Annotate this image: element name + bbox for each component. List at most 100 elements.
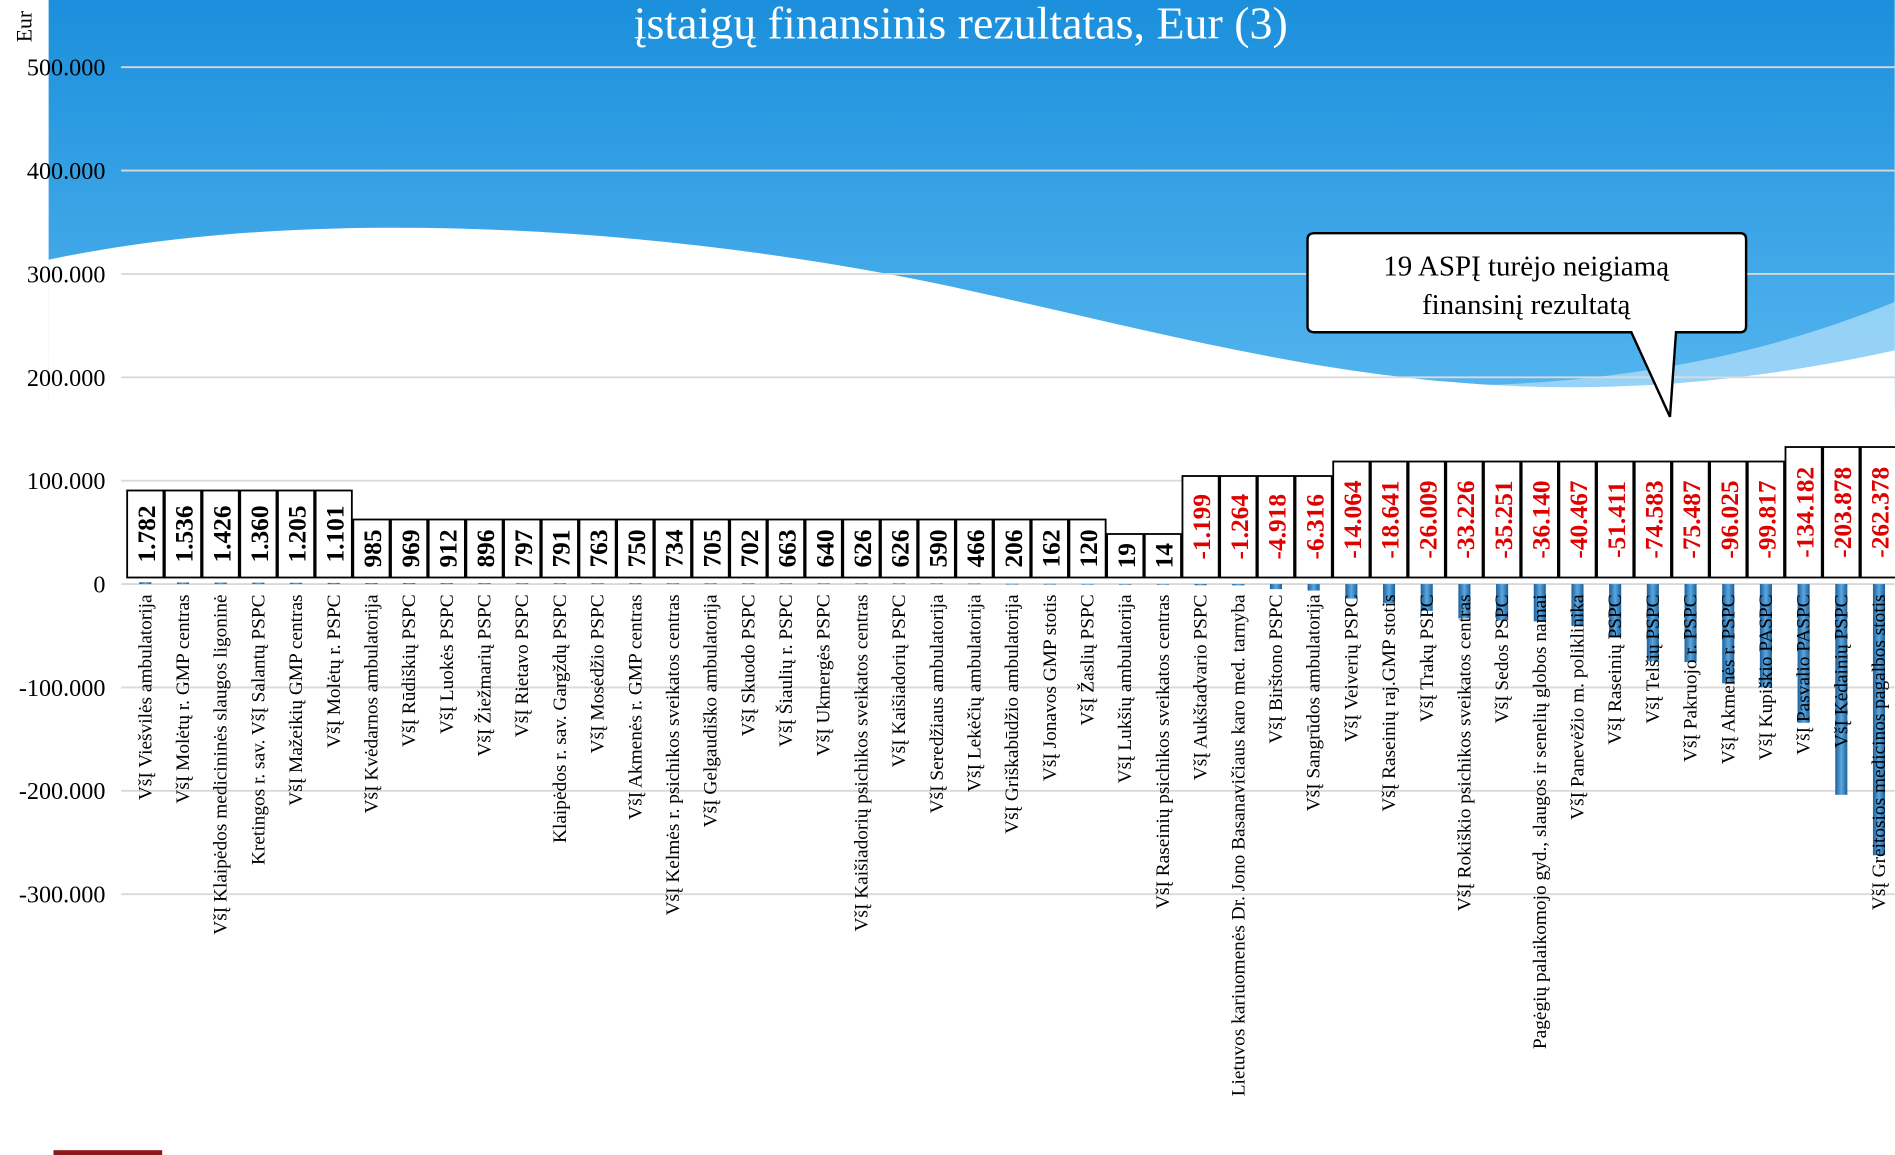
grid: -300.000 -200.000 -100.000 0 100.000 200.000 3…	[19, 55, 1895, 909]
data-label: -96.025	[1716, 480, 1744, 558]
bar	[742, 583, 755, 585]
data-label: -262.378	[1867, 467, 1895, 558]
data-label: -75.487	[1678, 480, 1706, 559]
data-label: 763	[585, 529, 613, 567]
bar	[1307, 584, 1320, 591]
data-label-box	[314, 489, 353, 579]
x-tick-label: VšĮ Molėtų r. PSPC	[324, 594, 345, 748]
data-label-box	[880, 518, 919, 579]
data-label: 912	[434, 529, 462, 567]
bar	[553, 583, 566, 585]
x-tick-label: Klaipėdos r. sav. Gargždų PSPC	[550, 594, 571, 843]
bar	[968, 583, 981, 585]
data-label-box	[540, 518, 579, 579]
data-label-box	[653, 518, 692, 579]
y-tick-label: -200.000	[19, 778, 106, 805]
x-tick-label: VšĮ Žaslių PSPC	[1077, 594, 1099, 725]
data-label: 590	[924, 529, 952, 567]
data-label-box	[1256, 475, 1295, 579]
data-label: -6.316	[1301, 494, 1329, 560]
data-label: 797	[510, 529, 538, 567]
data-label-box	[1219, 475, 1258, 579]
x-tick-label: VšĮ Sangrūdos ambulatorija	[1304, 594, 1325, 811]
data-label: 791	[548, 529, 576, 567]
data-label-box	[1407, 460, 1446, 579]
data-label: 896	[472, 529, 500, 567]
data-label: 640	[811, 529, 839, 567]
data-label-box	[503, 518, 542, 579]
bar	[1533, 584, 1546, 622]
bar	[327, 582, 340, 585]
bar	[1232, 584, 1245, 586]
x-tick-label: VšĮ Klaipėdos medicininės slaugos ligoni…	[211, 594, 232, 934]
data-label-box	[1068, 518, 1107, 579]
x-tick-label: VšĮ Mažeikių GMP centras	[286, 594, 307, 805]
x-tick-label: VšĮ Rokiškio psichikos sveikatos centras	[1454, 594, 1475, 911]
x-tick-label: VšĮ Greitosios medicinos pagalbos stotis	[1869, 594, 1890, 910]
bar	[403, 583, 416, 585]
data-label-box	[1822, 446, 1861, 579]
data-label-box	[1030, 518, 1069, 579]
data-label-box	[465, 518, 504, 579]
x-tick-label: VšĮ Rietavo PSPC	[512, 594, 533, 737]
decoration	[53, 1150, 163, 1155]
data-label: 1.426	[208, 505, 236, 562]
bar	[591, 583, 604, 585]
bar	[1006, 583, 1019, 585]
data-label: 1.101	[321, 505, 349, 562]
data-label: -33.226	[1452, 480, 1480, 558]
data-label-box	[1784, 446, 1823, 579]
bar	[176, 582, 190, 585]
bar	[779, 583, 793, 585]
x-tick-label: VšĮ Viešvilės ambulatorija	[135, 594, 156, 800]
x-tick-label: VšĮ Molėtų r. GMP centras	[173, 594, 194, 803]
y-tick-label: -300.000	[19, 882, 106, 909]
bar	[817, 583, 830, 585]
y-tick-label: 100.000	[27, 468, 106, 495]
bar	[666, 583, 679, 585]
x-tick-label: Lietuvos kariuomenės Dr. Jono Basanaviči…	[1228, 594, 1249, 1096]
bar	[1609, 584, 1622, 638]
x-tick-label: VšĮ Lekėčių ambulatorija	[964, 594, 985, 792]
bar	[365, 583, 378, 585]
data-label: 120	[1075, 529, 1103, 567]
data-label: 19	[1113, 543, 1141, 568]
data-label-box	[352, 518, 391, 579]
bar	[855, 583, 868, 585]
x-tick-label: VšĮ Pakruojo r. PSPC	[1681, 594, 1702, 762]
data-label: -4.918	[1264, 494, 1292, 560]
data-label-box	[842, 518, 881, 579]
y-tick-label: 200.000	[27, 365, 106, 392]
y-tick-label: -100.000	[19, 675, 106, 702]
data-label-box	[1859, 446, 1895, 579]
data-label-box	[1181, 475, 1220, 579]
data-label: 14	[1151, 543, 1179, 569]
x-tick-label: VšĮ Pasvalio PASPC	[1794, 594, 1815, 754]
data-label: -99.817	[1754, 480, 1782, 559]
data-label-box	[1370, 460, 1409, 579]
x-tick-label: VšĮ Raseinių psichikos sveikatos centras	[1153, 594, 1174, 909]
data-label: 626	[849, 529, 877, 567]
bar	[214, 582, 227, 585]
x-tick-label: VšĮ Aukštadvario PSPC	[1191, 594, 1212, 780]
x-tick-label: VšĮ Kvėdarnos ambulatorija	[361, 594, 382, 813]
x-tick-label: VšĮ Kelmės r. psichikos sveikatos centra…	[663, 594, 684, 915]
data-label: -1.199	[1188, 494, 1216, 560]
x-tick-label: VšĮ Kaišiadorių psichikos sveikatos cent…	[851, 594, 872, 931]
x-tick-label: VšĮ Skuodo PSPC	[738, 594, 759, 736]
bar	[1496, 584, 1509, 621]
bars	[139, 582, 1886, 856]
y-tick-label: 300.000	[27, 261, 106, 288]
bar	[930, 583, 943, 585]
bar	[139, 582, 152, 585]
data-label: -14.064	[1339, 480, 1367, 559]
data-label-box	[1106, 533, 1145, 579]
data-label-box	[1746, 460, 1785, 579]
x-tick-label: VšĮ Seredžiaus ambulatorija	[927, 594, 948, 813]
x-tick-label: VšĮ Raseinių PSPC	[1605, 594, 1626, 744]
data-label-box	[126, 489, 165, 579]
x-tick-label: VšĮ Kėdainių PSPC	[1831, 594, 1852, 748]
data-label: -1.264	[1226, 494, 1254, 560]
